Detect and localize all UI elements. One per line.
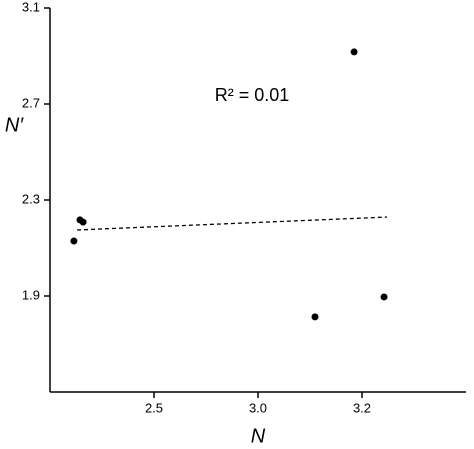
point	[70, 237, 78, 245]
point	[79, 218, 87, 226]
x-tick-label: 3.0	[249, 400, 267, 415]
y-tick-label: 3.1	[22, 0, 40, 14]
point	[380, 293, 388, 301]
x-tick-label: 2.5	[145, 400, 163, 415]
y-tick-label: 1.9	[22, 287, 40, 302]
point	[311, 313, 319, 321]
point	[350, 48, 358, 56]
y-tick-label: 2.3	[22, 191, 40, 206]
x-tick-label: 3.2	[353, 400, 371, 415]
trend-line	[77, 216, 387, 231]
y-tick-label: 2.7	[22, 95, 40, 110]
x-axis-label: N	[251, 425, 266, 447]
y-axis-label: N′	[5, 114, 24, 136]
annotation: R² = 0.01	[215, 85, 290, 105]
